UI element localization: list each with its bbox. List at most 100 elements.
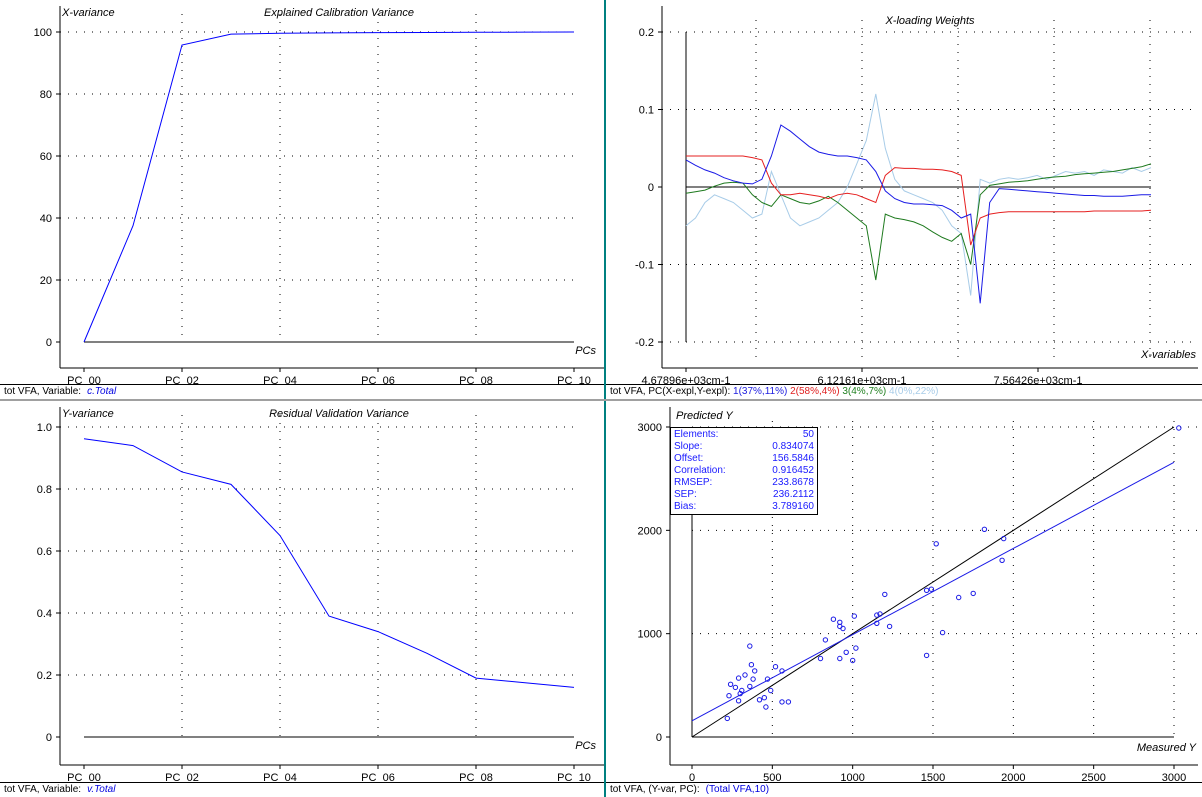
bl-xtick-label: PC_08 xyxy=(459,772,493,782)
footer-br-variable[interactable]: (Total VFA,10) xyxy=(705,784,770,795)
stat-slope-value: 0.834074 xyxy=(772,441,814,452)
tr-xlabel: X-variables xyxy=(1140,349,1197,361)
br-data-point xyxy=(763,704,769,710)
panel-residual-validation: 0 0.2 0.4 0.6 0.8 1.0 PC_00 PC_02 PC_04 PC_06 PC_0… xyxy=(0,401,604,797)
stat-rmsep-value: 233.8678 xyxy=(772,477,814,488)
tl-xtick-label: PC_10 xyxy=(557,375,591,384)
legend-item-pc4[interactable]: 4(0%,22%) xyxy=(889,386,939,397)
stat-sep-value: 236.2112 xyxy=(773,489,814,500)
footer-tr-text: tot VFA, PC(X-expl,Y-expl): xyxy=(610,386,731,397)
br-data-point xyxy=(772,664,779,670)
br-data-point xyxy=(923,587,930,594)
tr-xtick-label: 4.67896e+03cm-1 xyxy=(642,375,731,384)
br-data-point xyxy=(752,668,758,674)
bl-ytick-label: 0 xyxy=(46,732,52,744)
bl-title: Residual Validation Variance xyxy=(269,408,409,420)
br-data-point xyxy=(830,616,837,622)
tl-ytick-label: 100 xyxy=(34,27,52,39)
tl-ytick-label: 60 xyxy=(40,151,52,163)
tr-series-pc1 xyxy=(685,124,1151,304)
tl-xtick-label: PC_00 xyxy=(67,375,101,384)
tl-xlabel: PCs xyxy=(575,345,596,357)
br-data-point xyxy=(981,526,988,533)
br-data-point xyxy=(956,594,962,601)
footer-br-text: tot VFA, (Y-var, PC): xyxy=(610,784,700,795)
br-data-point xyxy=(928,586,935,592)
tr-ytick-label: 0.1 xyxy=(639,105,654,117)
vertical-splitter[interactable] xyxy=(604,0,606,797)
stat-bias-label: Bias: xyxy=(674,501,697,512)
br-xtick-label: 500 xyxy=(763,772,781,782)
br-ylabel: Predicted Y xyxy=(676,410,733,422)
br-data-point xyxy=(850,657,856,664)
br-data-point xyxy=(1001,535,1007,542)
br-data-point xyxy=(999,557,1005,564)
tr-xtick-label: 6.12161e+03cm-1 xyxy=(818,375,907,384)
br-data-point xyxy=(837,655,843,662)
tl-xtick-label: PC_06 xyxy=(361,375,395,384)
bl-ytick-label: 0.6 xyxy=(37,546,52,558)
bl-ytick-label: 1.0 xyxy=(37,422,52,434)
br-data-point xyxy=(843,649,849,656)
br-data-point xyxy=(735,675,742,681)
footer-tl-variable[interactable]: c.Total xyxy=(87,386,117,397)
chart-explained-calibration: 0 20 40 60 80 100 PC_00 PC_02 PC_04 PC_06 PC_08 PC_… xyxy=(34,6,604,384)
stat-offset-label: Offset: xyxy=(674,453,704,464)
br-xlabel: Measured Y xyxy=(1137,742,1197,754)
bl-xtick-label: PC_04 xyxy=(263,772,297,782)
bl-ylabel: Y-variance xyxy=(62,408,114,420)
tl-ytick-label: 20 xyxy=(40,275,52,287)
tl-ytick-label: 40 xyxy=(40,213,52,225)
br-data-point xyxy=(750,676,756,682)
bl-xtick-label: PC_10 xyxy=(557,772,591,782)
br-xtick-label: 3000 xyxy=(1162,772,1186,782)
tl-ylabel: X-variance xyxy=(61,7,115,19)
br-ytick-label: 0 xyxy=(656,732,662,744)
bl-ytick-label: 0.4 xyxy=(37,608,52,620)
br-data-point xyxy=(761,695,768,701)
bl-ytick-label: 0.8 xyxy=(37,484,52,496)
legend-item-pc1[interactable]: 1(37%,11%) xyxy=(733,386,788,397)
bl-xtick-label: PC_02 xyxy=(165,772,199,782)
chart-x-loading-weights: -0.2 -0.1 0 0.1 0.2 4.67896e+03cm-1 6.12161e+0… xyxy=(635,6,1198,384)
tr-ytick-label: -0.1 xyxy=(635,260,654,272)
br-data-point xyxy=(1176,425,1182,431)
tl-series-line xyxy=(83,31,575,343)
tl-title: Explained Calibration Variance xyxy=(264,7,414,19)
tl-ytick-label: 0 xyxy=(46,337,52,349)
panel-predicted-vs-measured: 0 1000 2000 3000 0 500 1000 1500 2000 2500 3000 Pre… xyxy=(606,401,1202,797)
footer-bl-variable[interactable]: v.Total xyxy=(87,784,116,795)
br-data-point xyxy=(837,619,843,626)
stat-sep: SEP: 236.2112 xyxy=(674,489,814,501)
br-data-point xyxy=(817,655,824,662)
stat-elements-value: 50 xyxy=(802,429,814,440)
horizontal-splitter[interactable] xyxy=(0,399,1202,401)
br-data-point xyxy=(785,699,792,705)
br-regression-line xyxy=(691,461,1175,722)
stat-sep-label: SEP: xyxy=(674,489,697,500)
br-data-point xyxy=(886,623,893,630)
br-data-point xyxy=(779,699,785,705)
legend-item-pc2[interactable]: 2(58%,4%) xyxy=(790,386,840,397)
br-xtick-label: 1500 xyxy=(921,772,945,782)
legend-item-pc3[interactable]: 3(4%,7%) xyxy=(842,386,887,397)
tr-ytick-label: 0.2 xyxy=(639,27,654,39)
br-data-point xyxy=(882,591,888,598)
tl-xtick-label: PC_04 xyxy=(263,375,297,384)
br-ytick-label: 3000 xyxy=(638,422,662,434)
tr-series-pc3 xyxy=(685,163,1152,281)
br-data-point xyxy=(874,620,880,627)
panel-x-loading-weights: -0.2 -0.1 0 0.1 0.2 4.67896e+03cm-1 6.12161e+0… xyxy=(606,0,1202,399)
bl-xtick-label: PC_00 xyxy=(67,772,101,782)
br-data-point xyxy=(933,541,939,547)
stat-offset: Offset: 156.5846 xyxy=(674,453,814,465)
footer-tr: tot VFA, PC(X-expl,Y-expl): 1(37%,11%) 2… xyxy=(606,384,1202,399)
bl-ytick-label: 0.2 xyxy=(37,670,52,682)
br-xtick-label: 0 xyxy=(689,772,695,782)
stat-elements-label: Elements: xyxy=(674,429,719,440)
panel-explained-calibration: 0 20 40 60 80 100 PC_00 PC_02 PC_04 PC_06 PC_08 PC_… xyxy=(0,0,604,399)
br-data-point xyxy=(768,687,774,694)
br-ytick-label: 2000 xyxy=(638,525,662,537)
br-data-point xyxy=(939,629,946,636)
tr-series-pc2 xyxy=(686,155,1152,246)
